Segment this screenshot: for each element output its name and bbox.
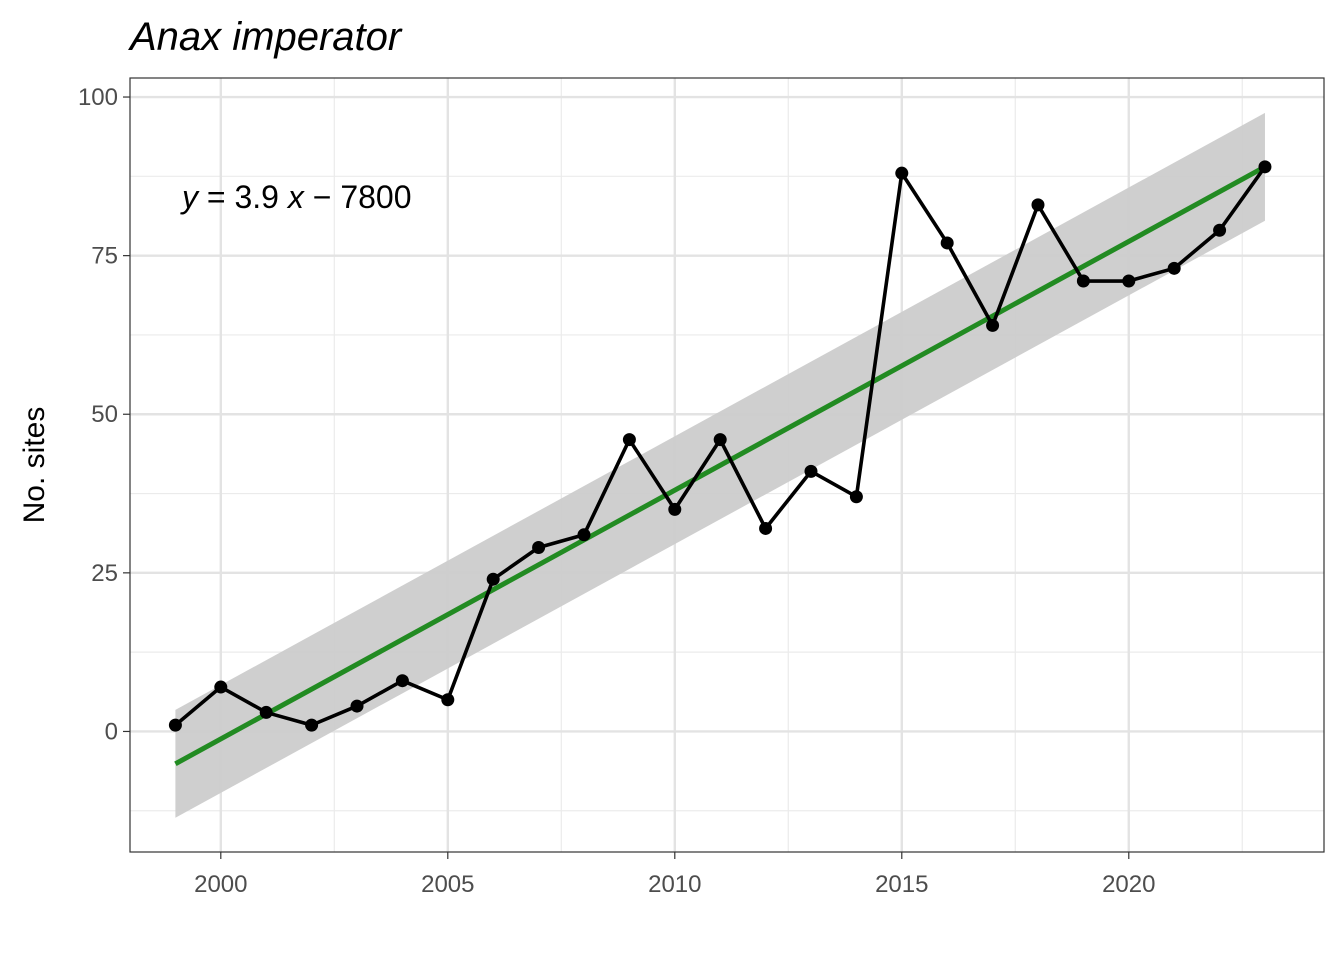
data-point bbox=[168, 718, 182, 732]
data-point bbox=[532, 540, 546, 554]
data-point bbox=[305, 718, 319, 732]
y-tick-label: 100 bbox=[78, 84, 118, 111]
data-point bbox=[986, 318, 1000, 332]
data-point bbox=[1258, 160, 1272, 174]
x-tick-label: 2020 bbox=[1102, 871, 1155, 898]
data-point bbox=[1122, 274, 1136, 288]
regression-equation: y = 3.9 x − 7800 bbox=[180, 179, 412, 215]
x-tick-label: 2015 bbox=[875, 871, 928, 898]
data-point bbox=[441, 693, 455, 707]
panel-border bbox=[129, 77, 1325, 853]
equation-y-var: y bbox=[180, 179, 200, 215]
data-point bbox=[1167, 261, 1181, 275]
y-tick-label: 0 bbox=[105, 718, 118, 745]
data-point bbox=[1031, 198, 1045, 212]
data-point bbox=[1076, 274, 1090, 288]
equation-equals: = 3.9 bbox=[198, 179, 288, 215]
data-point bbox=[895, 166, 909, 180]
series-group bbox=[168, 160, 1272, 732]
y-tick-label: 50 bbox=[91, 401, 118, 428]
data-point bbox=[214, 680, 228, 694]
data-point bbox=[259, 705, 273, 719]
x-tick-label: 2005 bbox=[421, 871, 474, 898]
data-point bbox=[577, 528, 591, 542]
data-point bbox=[668, 502, 682, 516]
data-point bbox=[350, 699, 364, 713]
data-point bbox=[940, 236, 954, 250]
data-point bbox=[622, 433, 636, 447]
data-point bbox=[395, 674, 409, 688]
chart-title: Anax imperator bbox=[128, 15, 403, 59]
data-point bbox=[804, 464, 818, 478]
axes: 2000 2005 2010 2015 2020 0 25 50 75 100 bbox=[78, 84, 1156, 898]
x-tick-label: 2010 bbox=[648, 871, 701, 898]
fit-line bbox=[174, 164, 1267, 767]
fit-line-group bbox=[174, 164, 1267, 767]
equation-rest: − 7800 bbox=[304, 179, 412, 215]
data-point bbox=[759, 521, 773, 535]
equation-x-var: x bbox=[286, 179, 305, 215]
y-tick-label: 25 bbox=[91, 560, 118, 587]
data-point bbox=[713, 433, 727, 447]
y-tick-label: 75 bbox=[91, 243, 118, 270]
data-point bbox=[849, 490, 863, 504]
data-point bbox=[1213, 223, 1227, 237]
y-axis-title: No. sites bbox=[18, 407, 51, 524]
x-tick-label: 2000 bbox=[194, 871, 247, 898]
data-point bbox=[486, 572, 500, 586]
